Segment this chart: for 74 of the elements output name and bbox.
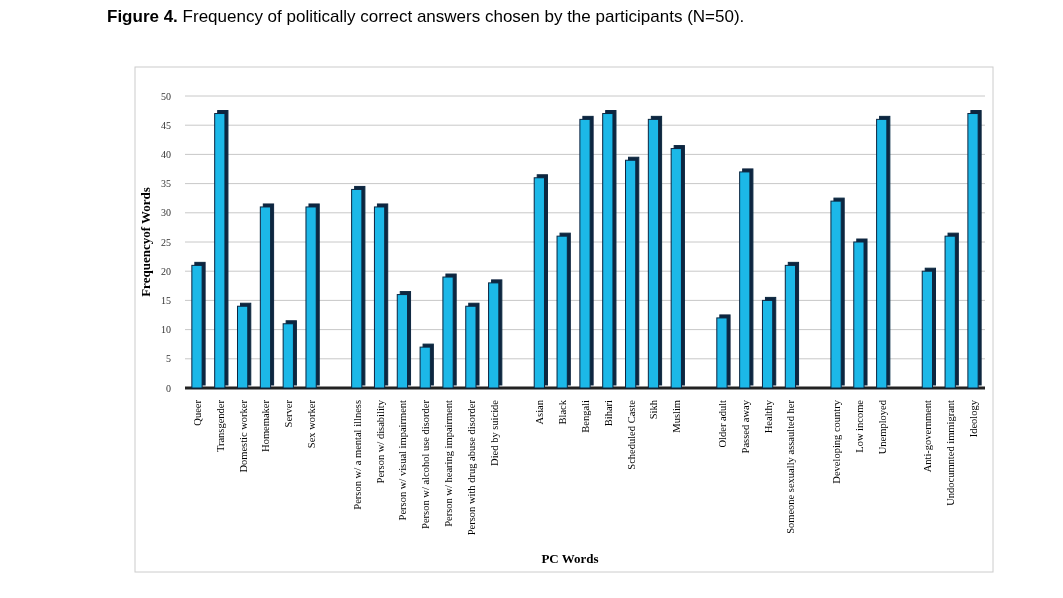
x-tick-label: Someone sexually assaulted her bbox=[785, 399, 797, 534]
bar bbox=[465, 305, 477, 389]
x-tick-label: Homemaker bbox=[260, 399, 272, 452]
x-tick-label: Person w/ a mental illness bbox=[351, 400, 363, 510]
x-tick-label: Black bbox=[557, 399, 569, 425]
bar bbox=[921, 270, 933, 389]
bar bbox=[602, 113, 614, 389]
x-tick-label: Person w/ disability bbox=[374, 399, 386, 484]
bar bbox=[944, 235, 956, 389]
bar bbox=[625, 159, 637, 389]
x-tick-label: Bengali bbox=[580, 399, 591, 433]
x-tick-label: Server bbox=[283, 399, 295, 428]
bar bbox=[739, 171, 751, 389]
bar bbox=[853, 241, 865, 389]
x-tick-label: Ideology bbox=[968, 399, 980, 438]
x-tick-label: Healthy bbox=[762, 399, 774, 434]
y-tick-label: 10 bbox=[161, 324, 171, 336]
y-tick-label: 35 bbox=[161, 178, 171, 190]
bar bbox=[237, 305, 249, 389]
x-tick-label: Person w/ alcohol use disorder bbox=[420, 399, 432, 529]
bar bbox=[533, 177, 545, 389]
x-tick-label: Developing country bbox=[831, 399, 843, 484]
bar bbox=[670, 148, 682, 389]
x-tick-label: Anti-government bbox=[922, 399, 934, 473]
x-tick-label: Person with drug abuse disorder bbox=[465, 399, 477, 536]
y-tick-label: 45 bbox=[161, 119, 171, 131]
bar bbox=[305, 206, 317, 389]
x-tick-label: Muslim bbox=[671, 400, 683, 433]
bar bbox=[876, 118, 888, 389]
x-tick-label: Person w/ hearing impairment bbox=[443, 399, 455, 527]
bar bbox=[647, 118, 660, 389]
x-tick-label: Older adult bbox=[716, 399, 728, 448]
bar bbox=[373, 206, 386, 389]
bar bbox=[351, 188, 363, 389]
bar bbox=[282, 323, 294, 389]
bar bbox=[396, 294, 409, 389]
bar bbox=[259, 206, 272, 389]
x-tick-label: Passed away bbox=[739, 399, 751, 454]
x-tick-label: Low income bbox=[853, 399, 865, 453]
x-tick-label: Undocumnted immigrant bbox=[945, 399, 957, 506]
x-tick-label: Sikh bbox=[648, 399, 660, 420]
y-tick-label: 50 bbox=[161, 90, 171, 102]
bar bbox=[488, 282, 500, 389]
x-tick-label: Transgender bbox=[214, 399, 226, 453]
x-tick-label: Unemployed bbox=[876, 399, 888, 455]
bar bbox=[716, 317, 728, 389]
y-tick-label: 25 bbox=[161, 236, 171, 248]
x-tick-label: Sex worker bbox=[306, 399, 318, 449]
y-tick-label: 30 bbox=[161, 207, 171, 219]
bar bbox=[442, 276, 454, 389]
y-tick-label: 15 bbox=[161, 294, 171, 306]
bar bbox=[556, 235, 568, 389]
x-tick-label: Queer bbox=[191, 399, 203, 426]
bar bbox=[784, 264, 797, 389]
bar bbox=[191, 264, 203, 389]
x-tick-label: Died by suicide bbox=[488, 399, 500, 466]
bar bbox=[761, 299, 774, 389]
chart-title: Figure 4. Frequency of politically correct answers chosen by the participants (N=50). bbox=[107, 7, 745, 26]
x-tick-label: Asian bbox=[534, 399, 546, 425]
x-tick-label: Bihari bbox=[602, 399, 614, 427]
y-tick-label: 40 bbox=[161, 148, 171, 160]
y-tick-label: 5 bbox=[166, 353, 171, 365]
bar bbox=[214, 113, 226, 389]
x-tick-label: Scheduled Caste bbox=[625, 399, 637, 470]
bar bbox=[419, 346, 431, 389]
y-tick-label: 20 bbox=[161, 265, 171, 277]
bar bbox=[579, 118, 591, 389]
x-axis-title: PC Words bbox=[541, 551, 599, 566]
y-axis-title: Frequencyof Words bbox=[138, 187, 153, 297]
x-tick-label: Person w/ visual impairment bbox=[397, 399, 409, 521]
bar bbox=[830, 200, 842, 389]
bar bbox=[967, 113, 979, 389]
x-tick-label: Domestic worker bbox=[237, 399, 249, 473]
y-tick-label: 0 bbox=[166, 382, 171, 394]
